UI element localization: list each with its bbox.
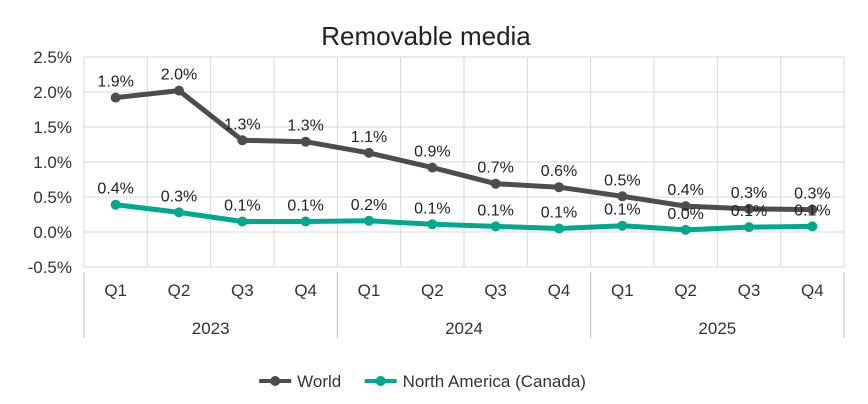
y-tick-label: 2.0% <box>33 83 72 102</box>
data-point <box>110 92 121 103</box>
data-label: 0.6% <box>541 163 577 180</box>
data-point <box>490 178 501 189</box>
legend-item: World <box>259 372 341 391</box>
legend: World North America (Canada) <box>259 372 586 391</box>
x-tick-label: Q2 <box>421 281 444 300</box>
legend-swatch-marker <box>270 376 281 386</box>
x-tick-label: Q3 <box>738 281 761 300</box>
y-tick-label: 2.5% <box>33 48 72 67</box>
data-label: 0.1% <box>794 202 830 219</box>
data-point <box>744 222 754 233</box>
data-label: 0.1% <box>224 198 260 215</box>
data-point <box>680 224 691 235</box>
data-label: 2.0% <box>161 67 197 84</box>
data-point <box>300 136 311 147</box>
data-label: 0.3% <box>161 188 197 205</box>
data-point <box>807 204 818 215</box>
data-label: 0.1% <box>731 203 767 220</box>
data-point <box>427 162 438 173</box>
legend-item: North America (Canada) <box>364 372 586 391</box>
data-point <box>490 221 501 232</box>
data-point <box>237 135 248 146</box>
y-tick-label: 0.0% <box>33 223 72 242</box>
series-line <box>113 88 815 213</box>
series-line <box>113 202 815 233</box>
x-group-label: 2023 <box>192 319 230 338</box>
data-point <box>744 203 754 214</box>
data-label: 0.3% <box>731 185 767 202</box>
x-tick-label: Q4 <box>801 281 824 300</box>
data-label: 1.9% <box>97 74 133 91</box>
data-point <box>617 220 628 231</box>
data-point <box>554 182 564 193</box>
legend-swatch-marker <box>375 376 386 386</box>
data-label: 0.1% <box>541 205 577 222</box>
data-label: 0.2% <box>351 197 387 214</box>
data-label: 1.1% <box>351 129 387 146</box>
x-tick-label: Q3 <box>484 281 507 300</box>
data-point <box>237 216 248 227</box>
x-tick-label: Q4 <box>548 281 571 300</box>
x-tick-label: Q4 <box>294 281 317 300</box>
y-tick-label: 0.5% <box>33 188 72 207</box>
chart-title: Removable media <box>321 21 531 51</box>
data-label: 0.3% <box>794 186 830 203</box>
data-label: 0.1% <box>477 202 513 219</box>
x-tick-label: Q3 <box>231 281 254 300</box>
series-north-america-canada: 0.4% 0.3%0.1% 0.1% 0.2% 0.1% 0.1% 0.1% 0.1% 0.0%… <box>97 181 831 235</box>
legend-label: World <box>297 372 341 391</box>
data-point <box>617 191 628 202</box>
data-point <box>174 207 184 218</box>
data-label: 1.3% <box>224 116 260 133</box>
y-tick-label: 1.5% <box>33 118 72 137</box>
data-label: 0.1% <box>604 202 640 219</box>
x-axis: Q1 Q2 Q3 Q4 Q1 Q2 Q3 Q4 Q1 Q2 Q3 Q4 2023 2024 2025 <box>83 272 845 338</box>
data-label: 0.0% <box>667 206 703 223</box>
data-label: 0.9% <box>414 144 450 161</box>
y-tick-label: 1.0% <box>33 153 72 172</box>
data-point <box>364 215 374 226</box>
data-label: 0.1% <box>287 198 323 215</box>
data-label: 0.1% <box>414 200 450 217</box>
x-group-label: 2024 <box>445 319 483 338</box>
x-tick-label: Q1 <box>358 281 381 300</box>
gridlines <box>83 56 845 268</box>
data-point <box>364 147 374 158</box>
data-label: 0.4% <box>97 181 133 198</box>
x-tick-label: Q1 <box>104 281 127 300</box>
data-point <box>680 201 691 212</box>
data-point <box>554 223 564 234</box>
data-label: 0.5% <box>604 172 640 189</box>
x-tick-label: Q1 <box>611 281 634 300</box>
data-label: 1.3% <box>287 118 323 135</box>
data-point <box>300 216 311 227</box>
x-tick-label: Q2 <box>674 281 697 300</box>
data-point <box>174 85 184 96</box>
data-point <box>110 199 121 210</box>
data-point <box>807 221 818 232</box>
y-tick-label: -0.5% <box>28 258 72 277</box>
series-world: 1.9% 2.0% 1.3% 1.3% 1.1% 0.9% 0.7% 0.6% 0.5% 0.4%… <box>97 67 831 215</box>
y-axis: 2.5% 2.0% 1.5% 1.0% 0.5% 0.0% -0.5% <box>28 48 72 277</box>
x-tick-label: Q2 <box>168 281 191 300</box>
data-label: 0.4% <box>667 182 703 199</box>
data-point <box>427 219 438 230</box>
series-layer: 1.9% 2.0% 1.3% 1.3% 1.1% 0.9% 0.7% 0.6% 0.5% 0.4%… <box>97 67 831 235</box>
legend-label: North America (Canada) <box>403 372 586 391</box>
x-group-label: 2025 <box>698 319 736 338</box>
data-label: 0.7% <box>477 160 513 177</box>
